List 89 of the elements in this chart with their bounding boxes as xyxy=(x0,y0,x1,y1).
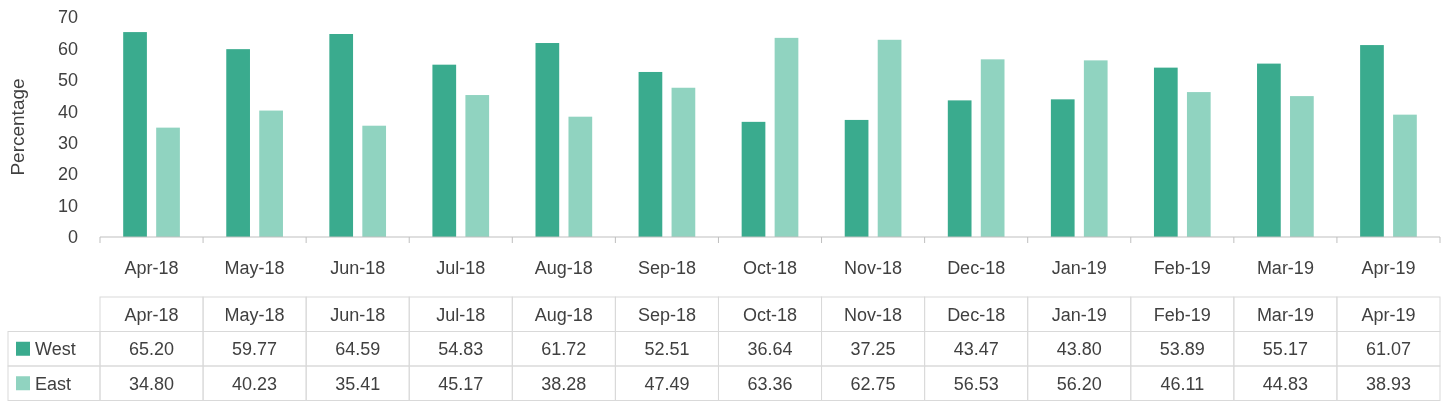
data-label: 65.20 xyxy=(129,339,175,360)
bar xyxy=(259,110,283,237)
data-label: 56.53 xyxy=(953,373,999,394)
y-tick-label: 30 xyxy=(57,133,78,154)
bar xyxy=(226,49,250,237)
category-label: Feb-19 xyxy=(1153,304,1211,325)
data-label: 61.72 xyxy=(541,339,587,360)
category-label: Sep-18 xyxy=(637,304,696,325)
x-tick-label: Jan-19 xyxy=(1051,258,1107,279)
x-tick-label: Oct-18 xyxy=(742,258,798,279)
x-tick-label: Jul-18 xyxy=(436,258,486,279)
bar xyxy=(329,34,354,237)
bar xyxy=(465,95,490,237)
bar xyxy=(362,125,387,237)
data-label: 52.51 xyxy=(644,339,690,360)
data-label: 54.83 xyxy=(438,339,484,360)
legend-label: West xyxy=(35,339,76,360)
category-label: Jan-19 xyxy=(1051,304,1107,325)
y-tick-label: 0 xyxy=(67,227,78,248)
data-label: 64.59 xyxy=(335,339,381,360)
x-tick-label: Jun-18 xyxy=(330,258,386,279)
data-label: 37.25 xyxy=(850,339,896,360)
data-label: 53.89 xyxy=(1159,339,1205,360)
bar xyxy=(947,100,972,237)
y-tick-label: 40 xyxy=(57,101,78,122)
bar xyxy=(156,127,180,237)
data-label: 63.36 xyxy=(747,373,793,394)
data-label: 34.80 xyxy=(129,373,175,394)
bar xyxy=(1050,99,1075,237)
data-label: 59.77 xyxy=(232,339,278,360)
category-label: Jun-18 xyxy=(330,304,386,325)
bar xyxy=(1083,60,1108,237)
x-tick-label: Feb-19 xyxy=(1153,258,1211,279)
bar xyxy=(741,121,766,237)
data-label: 43.47 xyxy=(953,339,999,360)
x-tick-label: Apr-18 xyxy=(124,258,179,279)
bar xyxy=(1360,45,1384,237)
data-label: 45.17 xyxy=(438,373,484,394)
bar xyxy=(1186,92,1211,237)
bar xyxy=(535,43,560,237)
category-label: Oct-18 xyxy=(742,304,798,325)
category-label: Apr-18 xyxy=(124,304,179,325)
x-tick-label: Aug-18 xyxy=(534,258,593,279)
bar xyxy=(844,119,869,237)
data-label: 44.83 xyxy=(1262,373,1308,394)
bar xyxy=(568,116,593,237)
bar xyxy=(980,59,1005,237)
category-label: Apr-19 xyxy=(1361,304,1416,325)
bar xyxy=(123,32,147,237)
category-label: May-18 xyxy=(224,304,285,325)
bar xyxy=(774,37,799,237)
y-axis-title: Percentage xyxy=(7,78,28,176)
category-label: Jul-18 xyxy=(436,304,486,325)
data-label: 40.23 xyxy=(232,373,278,394)
bar xyxy=(432,64,457,237)
legend-label: East xyxy=(35,373,72,394)
x-tick-label: Dec-18 xyxy=(947,258,1006,279)
x-tick-label: Apr-19 xyxy=(1361,258,1416,279)
data-label: 46.11 xyxy=(1160,373,1205,394)
category-label: Dec-18 xyxy=(947,304,1006,325)
bar xyxy=(877,39,902,237)
x-tick-label: Sep-18 xyxy=(637,258,696,279)
bar xyxy=(1153,67,1178,237)
y-tick-label: 10 xyxy=(57,195,78,216)
data-label: 56.20 xyxy=(1056,373,1102,394)
x-tick-label: May-18 xyxy=(224,258,285,279)
data-label: 35.41 xyxy=(335,373,381,394)
bar xyxy=(1290,96,1314,237)
data-label: 43.80 xyxy=(1056,339,1102,360)
data-label: 38.28 xyxy=(541,373,587,394)
data-label: 61.07 xyxy=(1365,339,1411,360)
data-label: 47.49 xyxy=(644,373,690,394)
y-tick-label: 20 xyxy=(57,164,78,185)
bar xyxy=(638,71,663,237)
bar xyxy=(1257,63,1281,237)
category-label: Aug-18 xyxy=(534,304,593,325)
data-label: 38.93 xyxy=(1365,373,1411,394)
y-tick-label: 50 xyxy=(57,70,78,91)
y-tick-label: 70 xyxy=(57,7,78,28)
category-label: Nov-18 xyxy=(844,304,903,325)
data-label: 62.75 xyxy=(850,373,896,394)
x-tick-label: Nov-18 xyxy=(844,258,903,279)
category-label: Mar-19 xyxy=(1256,304,1314,325)
x-tick-label: Mar-19 xyxy=(1256,258,1314,279)
bar xyxy=(1393,114,1417,237)
y-tick-label: 60 xyxy=(57,38,78,59)
data-label: 55.17 xyxy=(1262,339,1308,360)
data-label: 36.64 xyxy=(747,339,793,360)
bar xyxy=(671,87,696,237)
